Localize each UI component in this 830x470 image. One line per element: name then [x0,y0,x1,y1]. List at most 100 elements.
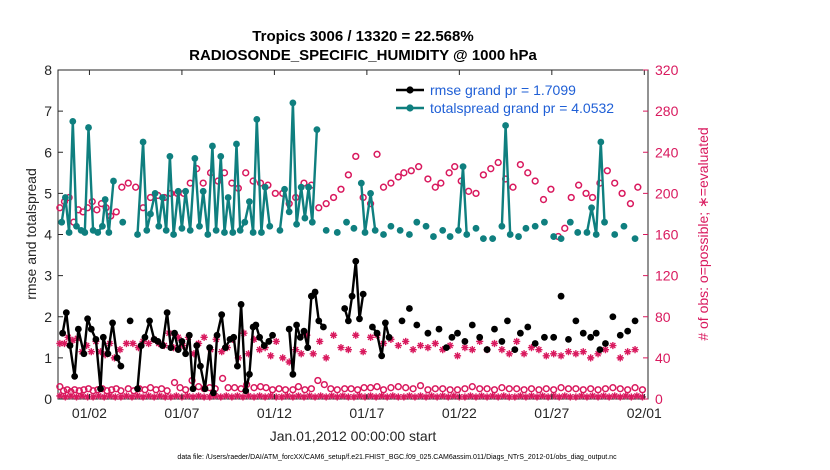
obs-possible-point [379,183,388,191]
obs-evaluated-point [601,346,610,354]
obs-evaluated-point [557,352,565,360]
obs-possible-point [561,224,569,232]
obs-evaluated-point [453,352,462,360]
obs-evaluated-point [95,392,103,400]
obs-evaluated-point [505,393,513,401]
obs-evaluated-point [211,392,219,400]
obs-evaluated-point [616,354,624,362]
obs-possible-point [93,206,101,214]
obs-possible-point [301,386,309,394]
obs-possible-point [281,386,290,394]
rmse-point [182,350,190,358]
obs-evaluated-point [267,352,275,360]
totalspread-point [297,183,305,191]
obs-evaluated-point [117,393,125,401]
obs-possible-point [445,169,453,177]
chart-title-line2: RADIOSONDE_SPECIFIC_HUMIDITY @ 1000 hPa [189,47,537,64]
x-tick-label: 01/02 [72,405,107,421]
totalspread-point [241,218,249,226]
obs-evaluated-point [206,393,214,401]
rmse-point [304,344,312,351]
obs-possible-point [594,386,602,394]
obs-evaluated-point [89,393,97,401]
obs-evaluated-point [309,350,317,358]
rmse-point [435,325,443,333]
obs-possible-point [572,385,580,393]
rmse-point [193,342,201,349]
obs-evaluated-point [520,350,528,358]
obs-evaluated-point [279,354,287,362]
obs-possible-point [439,385,447,393]
obs-evaluated-point [172,392,180,400]
obs-possible-point [402,384,410,392]
rmse-point [381,319,389,327]
rmse-point [218,311,226,319]
rmse-point [498,338,506,345]
totalspread-point [479,235,487,243]
rmse-point [221,344,229,351]
obs-possible-point [587,385,595,393]
rmse-point [443,344,450,351]
obs-evaluated-point [409,346,417,354]
rmse-point [97,385,104,393]
obs-possible-point [451,162,459,171]
obs-evaluated-point [228,393,236,401]
rmse-point [406,305,413,312]
totalspread-point [170,231,177,238]
rmse-point [87,325,95,333]
totalspread-point [147,210,154,218]
obs-possible-point [262,384,270,392]
obs-possible-point [387,384,395,392]
rmse-point [71,372,79,380]
obs-evaluated-point [611,392,619,400]
legend-rmse-marker [406,86,414,94]
obs-evaluated-point [83,341,91,350]
obs-possible-point [218,374,227,383]
totalspread-point [155,222,163,230]
obs-possible-point [107,386,116,394]
obs-possible-point [487,165,495,173]
totalspread-point [455,226,462,234]
obs-evaluated-point [297,350,305,358]
rmse-point [476,333,484,341]
obs-evaluated-point [588,392,597,400]
obs-possible-point [379,386,388,394]
obs-evaluated-point [555,393,563,401]
totalspread-point [224,194,232,201]
rmse-line [288,290,325,376]
obs-possible-point [347,385,355,393]
obs-possible-point [494,158,502,167]
rmse-point [59,329,67,337]
totalspread-point [446,233,454,240]
rmse-point [265,338,273,345]
totalspread-point [166,152,174,160]
obs-evaluated-point [239,393,247,401]
obs-possible-point [476,385,484,393]
obs-possible-point [333,386,341,394]
obs-possible-point [527,385,536,393]
obs-possible-point [437,179,445,187]
totalspread-point [506,231,514,238]
rmse-point [213,331,221,339]
totalspread-point [550,233,558,240]
totalspread-point [98,222,106,230]
totalspread-point [276,226,284,234]
rmse-point [104,350,112,358]
totalspread-point [322,226,330,234]
obs-evaluated-point [361,393,369,401]
obs-evaluated-point [366,333,375,341]
obs-evaluated-point [428,392,436,400]
obs-evaluated-point [67,392,75,400]
y-axis-left-label: rmse and totalspread [23,168,39,300]
rmse-point [504,317,511,325]
rmse-point [596,346,604,354]
y-tick-left-label: 0 [44,391,52,407]
totalspread-point [174,187,182,195]
obs-evaluated-point [572,393,580,401]
rmse-point [609,313,617,321]
obs-evaluated-point [250,393,258,401]
totalspread-point [601,218,608,226]
obs-possible-point [431,385,439,393]
totalspread-point [557,235,565,243]
rmse-point [109,319,116,327]
